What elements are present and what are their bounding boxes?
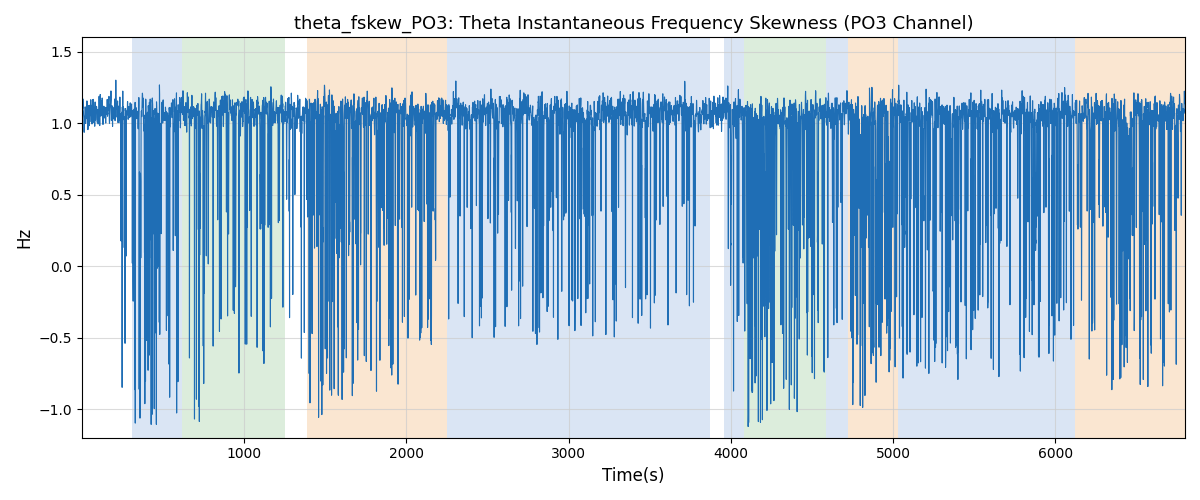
Y-axis label: Hz: Hz	[14, 227, 32, 248]
Bar	[307, 38, 446, 438]
Bar	[725, 38, 744, 438]
Bar	[1099, 38, 1184, 438]
Bar	[182, 38, 284, 438]
X-axis label: Time(s): Time(s)	[602, 467, 665, 485]
Bar	[847, 38, 898, 438]
Bar	[898, 38, 1075, 438]
Title: theta_fskew_PO3: Theta Instantaneous Frequency Skewness (PO3 Channel): theta_fskew_PO3: Theta Instantaneous Fre…	[294, 15, 973, 34]
Bar	[744, 38, 827, 438]
Bar	[1075, 38, 1099, 438]
Bar	[132, 38, 182, 438]
Bar	[827, 38, 847, 438]
Bar	[446, 38, 709, 438]
